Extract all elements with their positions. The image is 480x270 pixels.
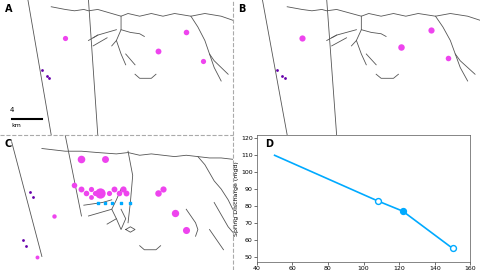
Point — [45, 76, 53, 80]
Point — [298, 36, 306, 40]
Point — [427, 28, 434, 32]
Text: D: D — [265, 139, 273, 149]
Y-axis label: Spring Discharge (mgd): Spring Discharge (mgd) — [235, 161, 240, 236]
Text: km: km — [12, 123, 22, 128]
Point — [155, 49, 162, 53]
Point — [449, 246, 456, 251]
Text: C: C — [5, 139, 12, 149]
Point — [281, 76, 288, 80]
Point — [120, 187, 127, 191]
Point — [96, 191, 104, 195]
Point — [182, 227, 190, 232]
Point — [61, 36, 69, 40]
Point — [50, 214, 58, 218]
Text: 4: 4 — [9, 107, 14, 113]
Text: A: A — [5, 4, 12, 14]
Point — [278, 73, 286, 78]
Point — [399, 209, 407, 213]
Point — [106, 191, 113, 195]
Point — [374, 199, 382, 203]
Point — [101, 200, 108, 205]
Point — [127, 200, 134, 205]
Point — [87, 187, 95, 191]
Point — [87, 195, 95, 199]
Point — [155, 191, 162, 195]
Point — [274, 68, 281, 72]
Point — [110, 187, 118, 191]
Point — [29, 195, 36, 199]
Point — [71, 183, 78, 187]
Point — [397, 45, 405, 49]
Point — [94, 200, 102, 205]
Point — [199, 59, 206, 63]
Point — [182, 30, 190, 35]
Text: B: B — [238, 4, 245, 14]
Point — [43, 73, 50, 78]
Point — [122, 191, 130, 195]
Point — [82, 191, 90, 195]
Point — [34, 254, 41, 259]
Point — [78, 157, 85, 161]
Point — [115, 191, 122, 195]
Point — [117, 200, 125, 205]
Point — [444, 56, 452, 60]
Point — [101, 157, 108, 161]
Point — [159, 187, 167, 191]
Point — [78, 187, 85, 191]
Point — [92, 191, 99, 195]
Point — [171, 211, 179, 215]
Point — [22, 244, 29, 248]
Point — [108, 200, 116, 205]
Point — [19, 238, 27, 242]
Point — [38, 68, 46, 72]
Point — [26, 190, 34, 194]
